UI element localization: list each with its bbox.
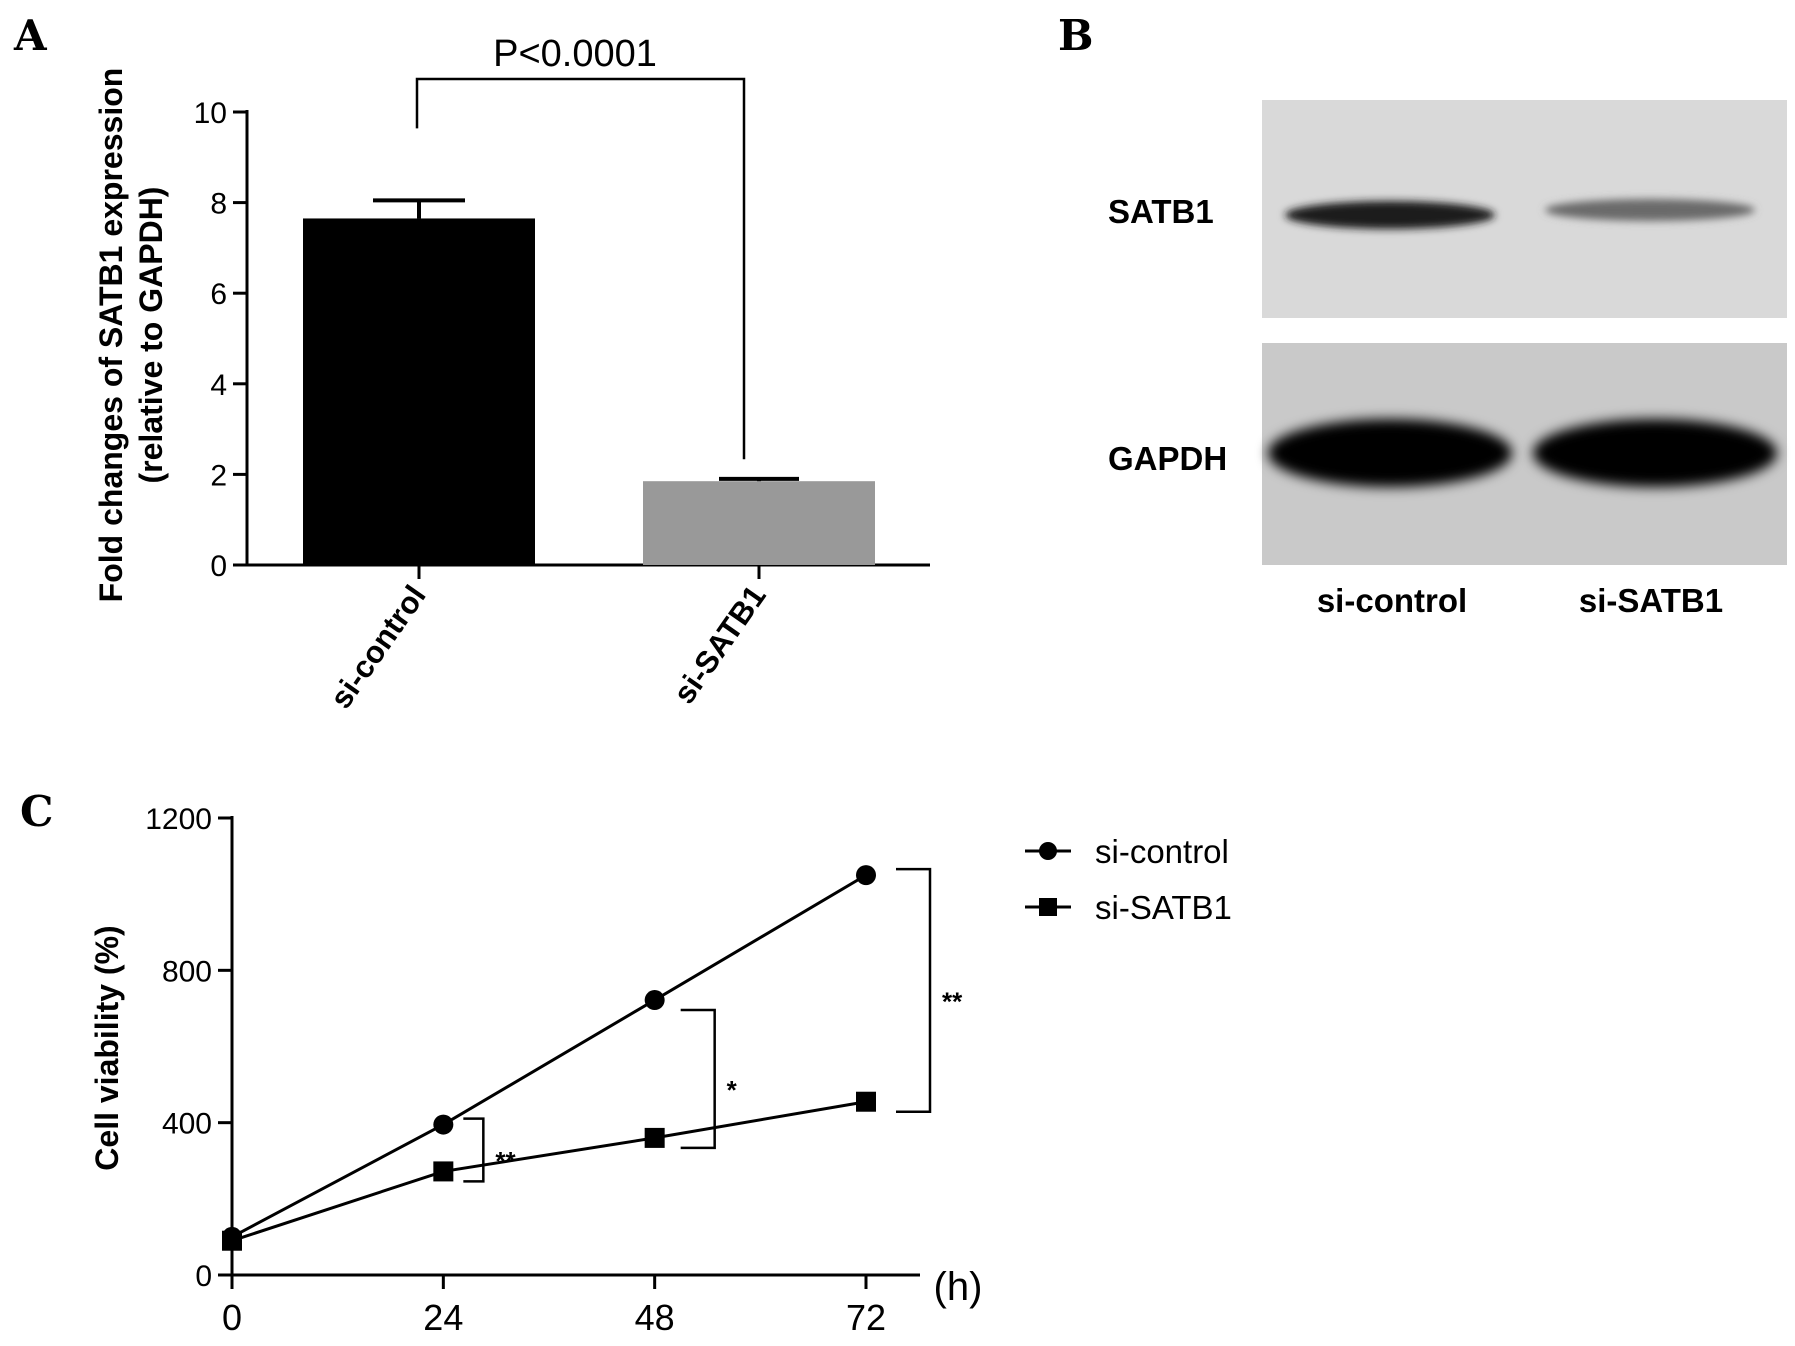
x-tick-label-c: 0 <box>222 1297 242 1338</box>
point-si-SATB1 <box>222 1230 242 1251</box>
legend-label-si-satb1: si-SATB1 <box>1095 889 1232 926</box>
bars-a <box>303 198 875 565</box>
x-tick-label-si-SATB1: si-SATB1 <box>666 579 772 710</box>
y-tick-label-a: 6 <box>210 278 227 311</box>
y-tick-label-a: 0 <box>210 550 227 583</box>
y-axis-ticks-a: 0 2 4 6 8 10 <box>194 97 247 583</box>
significance-bracket-24 <box>463 1117 485 1183</box>
blot-row-label-satb1: SATB1 <box>1108 193 1214 230</box>
y-axis-label-a-line1: Fold changes of SATB1 expression <box>93 68 129 603</box>
legend-marker-square <box>1039 898 1057 916</box>
significance-bracket-48 <box>680 1008 716 1150</box>
y-tick-label-a: 2 <box>210 459 227 492</box>
y-tick-label-c: 800 <box>162 955 212 988</box>
y-tick-label-c: 400 <box>162 1108 212 1141</box>
bar-si-control <box>303 218 535 565</box>
significance-mark-48: * <box>727 1075 738 1105</box>
y-axis-ticks-c: 0 400 800 1200 <box>145 803 232 1293</box>
series-line-si-control <box>231 873 867 1239</box>
western-blot: SATB1 GAPDH si-control si-SATB1 <box>1108 100 1787 619</box>
y-tick-label-a: 10 <box>194 97 227 130</box>
x-axis-ticks-c: 0 24 48 72 <box>222 1275 886 1338</box>
legend-label-si-control: si-control <box>1095 833 1229 870</box>
band-gapdh-si-control <box>1268 419 1512 487</box>
panel-label-a: A <box>13 11 48 60</box>
y-tick-label-a: 8 <box>210 188 227 221</box>
y-tick-label-c: 1200 <box>145 803 212 836</box>
y-axis-label-a-line2: (relative to GAPDH) <box>133 187 169 484</box>
legend-marker-circle <box>1039 842 1057 860</box>
x-tick-label-c: 48 <box>635 1297 675 1338</box>
point-si-SATB1 <box>433 1161 454 1182</box>
significance-bracket-a <box>415 77 746 460</box>
panel-label-c: C <box>20 787 53 836</box>
point-si-control <box>644 990 665 1011</box>
significance-mark-72: ** <box>942 986 963 1016</box>
x-tick-label-si-control: si-control <box>323 579 433 715</box>
significance-bracket-line-a <box>415 77 746 460</box>
point-si-SATB1 <box>856 1091 876 1112</box>
band-gapdh-si-satb1 <box>1533 419 1777 487</box>
blot-lane-label-si-satb1: si-SATB1 <box>1579 582 1723 619</box>
x-tick-label-c: 72 <box>846 1297 886 1338</box>
blot-row-label-gapdh: GAPDH <box>1108 440 1227 477</box>
band-satb1-si-satb1 <box>1545 199 1755 221</box>
y-axis-label-c: Cell viability (%) <box>89 925 125 1170</box>
significance-bracket-72 <box>896 867 932 1113</box>
legend-c: si-control si-SATB1 <box>1025 833 1232 926</box>
point-si-SATB1 <box>644 1127 665 1148</box>
x-axis-unit-c: (h) <box>934 1265 983 1309</box>
x-tick-label-c: 24 <box>423 1297 463 1338</box>
bar-chart-a: 0 2 4 6 8 10 si-control si-SATB1 Fold changes … <box>93 33 930 715</box>
series-lines-c <box>231 873 867 1243</box>
y-tick-label-a: 4 <box>210 369 227 402</box>
band-satb1-si-control <box>1285 201 1495 229</box>
series-markers-c <box>222 865 876 1251</box>
significance-label-a: P<0.0001 <box>493 33 657 75</box>
series-line-si-SATB1 <box>231 1100 867 1243</box>
significance-brackets-c: ***** <box>463 867 963 1183</box>
category-labels-a: si-control si-SATB1 <box>323 565 773 715</box>
point-si-control <box>433 1114 454 1135</box>
blot-lane-label-si-control: si-control <box>1317 582 1467 619</box>
y-tick-label-c: 0 <box>195 1260 212 1293</box>
point-si-control <box>856 865 876 886</box>
panel-label-b: B <box>1058 11 1094 60</box>
significance-mark-24: ** <box>495 1146 516 1176</box>
bar-si-SATB1 <box>643 481 875 565</box>
